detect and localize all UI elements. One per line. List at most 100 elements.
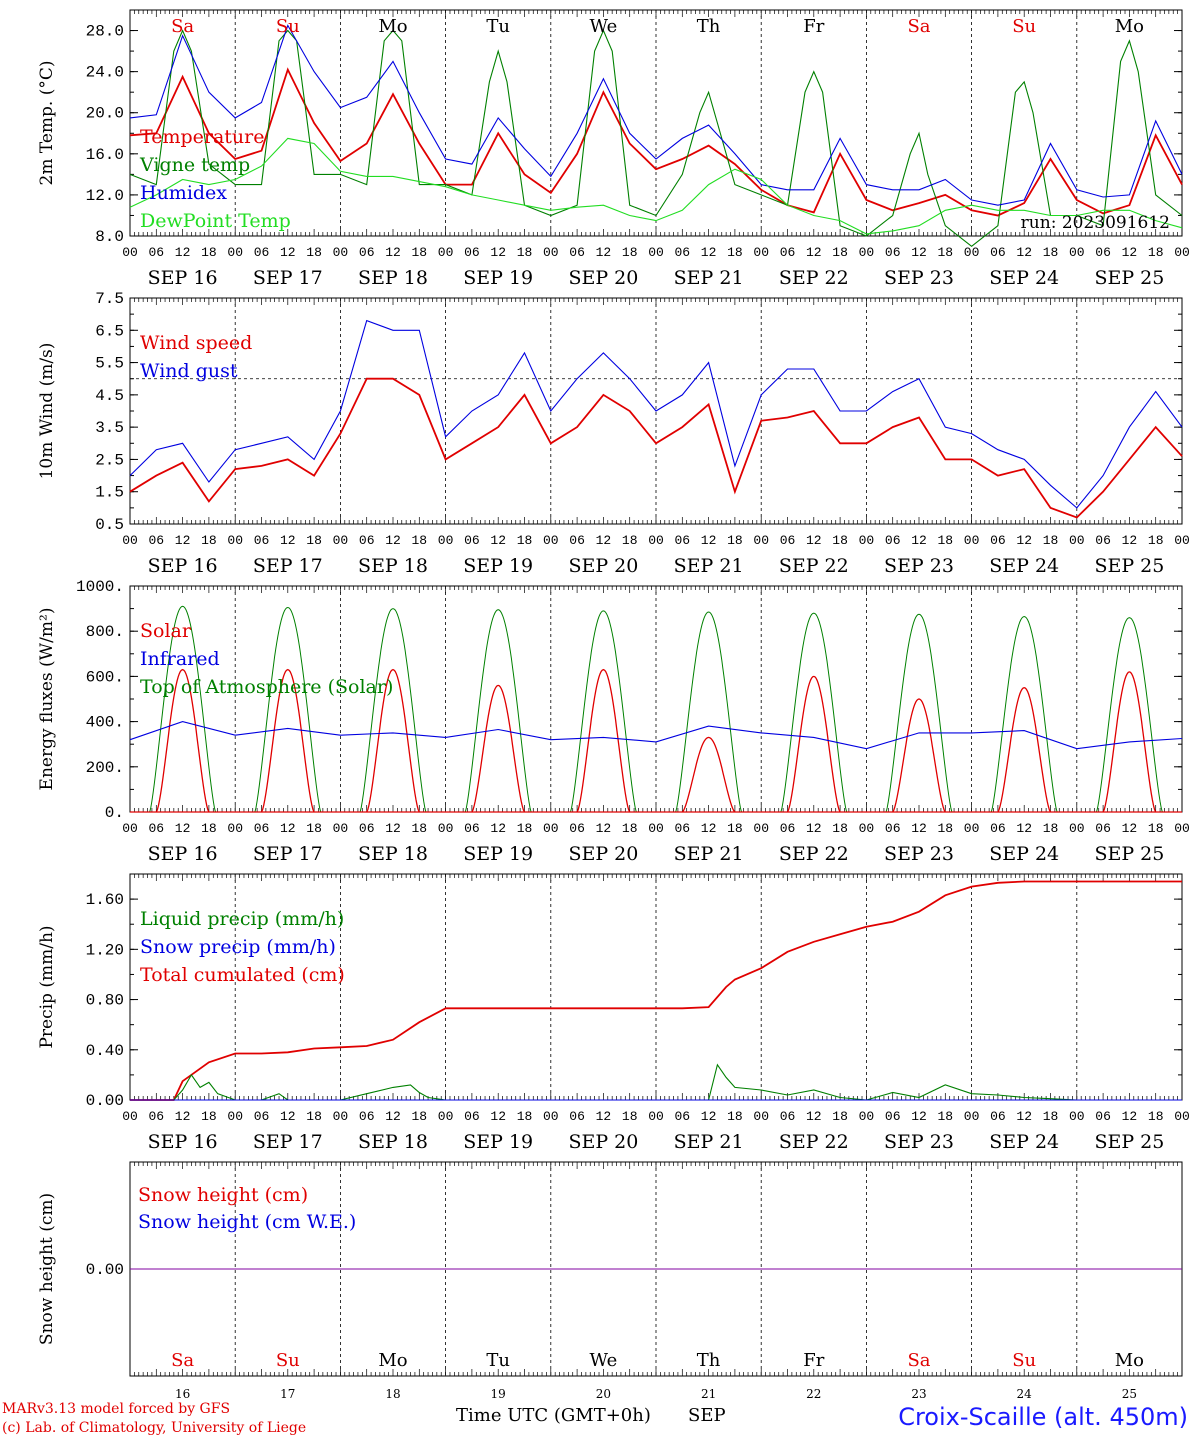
date-label: SEP 21 — [674, 843, 744, 865]
hour-tick-label: 06 — [780, 245, 796, 260]
hour-tick-label: 00 — [964, 245, 980, 260]
day-name: We — [590, 16, 618, 37]
day-number: 19 — [491, 1387, 506, 1401]
hour-tick-label: 12 — [701, 533, 717, 548]
date-label: SEP 22 — [779, 555, 849, 577]
date-label: SEP 25 — [1094, 267, 1164, 289]
hour-tick-label: 12 — [175, 1109, 191, 1124]
date-label: SEP 19 — [463, 843, 533, 865]
panel-3 — [129, 585, 1183, 813]
hour-tick-label: 18 — [411, 245, 427, 260]
toa-solar-curve — [254, 606, 322, 813]
day-name: Sa — [171, 16, 194, 37]
hour-tick-label: 12 — [385, 821, 401, 836]
hour-tick-label: 18 — [201, 821, 217, 836]
lab-credit: (c) Lab. of Climatology, University of L… — [2, 1420, 307, 1436]
hour-tick-label: 12 — [911, 245, 927, 260]
day-number: 18 — [385, 1387, 400, 1401]
day-name: Fr — [803, 16, 824, 37]
day-name: Mo — [378, 16, 407, 37]
date-label: SEP 23 — [884, 1131, 954, 1153]
hour-tick-label: 00 — [753, 821, 769, 836]
hour-tick-label: 00 — [964, 821, 980, 836]
solar-curve — [260, 668, 315, 813]
hour-tick-label: 12 — [175, 821, 191, 836]
y-axis-title: Precip (mm/h) — [37, 925, 57, 1048]
hour-tick-label: 06 — [780, 533, 796, 548]
run-annotation: run: 2023091612 — [1021, 213, 1170, 233]
date-label: SEP 16 — [148, 555, 218, 577]
date-label: SEP 25 — [1094, 555, 1164, 577]
date-label: SEP 24 — [989, 267, 1059, 289]
hour-tick-label: 06 — [148, 821, 164, 836]
day-number: 20 — [596, 1387, 611, 1401]
toa-solar-curve — [990, 615, 1058, 813]
hour-tick-label: 18 — [937, 245, 953, 260]
day-number: 22 — [806, 1387, 821, 1401]
y-tick-label: 6.5 — [95, 322, 124, 340]
hour-tick-label: 18 — [201, 1109, 217, 1124]
hour-tick-label: 06 — [990, 245, 1006, 260]
hour-tick-label: 18 — [832, 533, 848, 548]
hour-tick-label: 12 — [280, 533, 296, 548]
hour-tick-label: 00 — [753, 1109, 769, 1124]
hour-tick-label: 12 — [1016, 245, 1032, 260]
hour-tick-label: 00 — [333, 533, 349, 548]
hour-tick-label: 00 — [753, 533, 769, 548]
hour-tick-label: 00 — [543, 821, 559, 836]
toa-solar-curve — [885, 613, 953, 813]
hour-tick-label: 06 — [359, 245, 375, 260]
hour-tick-label: 12 — [175, 245, 191, 260]
solar-curve — [1102, 671, 1157, 813]
hour-tick-label: 06 — [464, 1109, 480, 1124]
hour-tick-label: 18 — [306, 245, 322, 260]
hour-tick-label: 00 — [859, 821, 875, 836]
hour-tick-label: 00 — [122, 533, 138, 548]
panel-5 — [129, 1161, 1183, 1377]
y-tick-label: 1000. — [76, 578, 124, 596]
y-axis-title: Snow height (cm) — [37, 1193, 57, 1345]
y-axis-title: Energy fluxes (W/m²) — [37, 608, 57, 791]
hour-tick-label: 18 — [517, 245, 533, 260]
y-tick-label: 800. — [86, 623, 124, 641]
hour-tick-label: 06 — [885, 533, 901, 548]
hour-tick-label: 18 — [622, 1109, 638, 1124]
day-name: Su — [276, 16, 300, 37]
legend-entry: Humidex — [140, 182, 227, 204]
day-name: We — [590, 1350, 618, 1371]
hour-tick-label: 06 — [1095, 821, 1111, 836]
hour-tick-label: 00 — [543, 533, 559, 548]
hour-tick-label: 18 — [517, 533, 533, 548]
hour-tick-label: 06 — [464, 245, 480, 260]
hour-tick-label: 12 — [280, 245, 296, 260]
date-label: SEP 21 — [674, 267, 744, 289]
date-label: SEP 20 — [568, 843, 638, 865]
y-tick-label: 28.0 — [86, 23, 124, 41]
hour-tick-label: 06 — [674, 1109, 690, 1124]
toa-solar-curve — [359, 608, 427, 813]
hour-tick-label: 06 — [990, 533, 1006, 548]
hour-tick-label: 18 — [1043, 245, 1059, 260]
hour-tick-label: 06 — [464, 821, 480, 836]
day-number: 25 — [1122, 1387, 1137, 1401]
toa-solar-curve — [570, 610, 637, 813]
hour-tick-label: 18 — [727, 1109, 743, 1124]
hour-tick-label: 12 — [596, 821, 612, 836]
y-tick-label: 0.80 — [86, 992, 124, 1010]
hour-tick-label: 06 — [780, 1109, 796, 1124]
hour-tick-label: 00 — [227, 821, 243, 836]
hour-tick-label: 00 — [964, 1109, 980, 1124]
hour-tick-label: 18 — [1148, 821, 1164, 836]
day-name: Tu — [486, 16, 510, 37]
y-tick-label: 200. — [86, 759, 124, 777]
hour-tick-label: 12 — [596, 533, 612, 548]
hour-tick-label: 18 — [622, 821, 638, 836]
hour-tick-label: 06 — [1095, 245, 1111, 260]
legend-entry: Vigne temp — [139, 154, 250, 176]
hour-tick-label: 12 — [385, 533, 401, 548]
hour-tick-label: 00 — [1174, 533, 1190, 548]
y-tick-label: 5.5 — [95, 355, 124, 373]
hour-tick-label: 12 — [1122, 533, 1138, 548]
hour-tick-label: 12 — [911, 533, 927, 548]
day-name: Sa — [907, 1350, 930, 1371]
